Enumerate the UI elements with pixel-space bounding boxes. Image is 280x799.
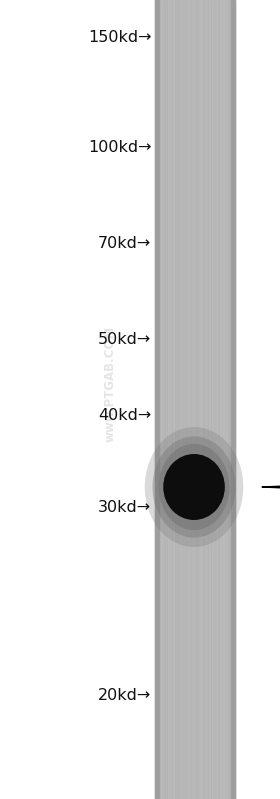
Text: www.PTGAB.COM: www.PTGAB.COM	[104, 325, 117, 442]
Text: 20kd→: 20kd→	[98, 687, 151, 702]
Ellipse shape	[163, 454, 225, 520]
Text: 100kd→: 100kd→	[88, 141, 151, 156]
Text: 50kd→: 50kd→	[98, 332, 151, 348]
Ellipse shape	[145, 427, 243, 547]
Ellipse shape	[152, 436, 236, 538]
Bar	[155, 0, 235, 799]
Text: 150kd→: 150kd→	[88, 30, 151, 46]
Bar	[155, 0, 159, 799]
Text: 70kd→: 70kd→	[98, 236, 151, 251]
Ellipse shape	[158, 444, 229, 530]
Bar	[231, 0, 235, 799]
Text: 40kd→: 40kd→	[98, 407, 151, 423]
Text: 30kd→: 30kd→	[98, 499, 151, 515]
